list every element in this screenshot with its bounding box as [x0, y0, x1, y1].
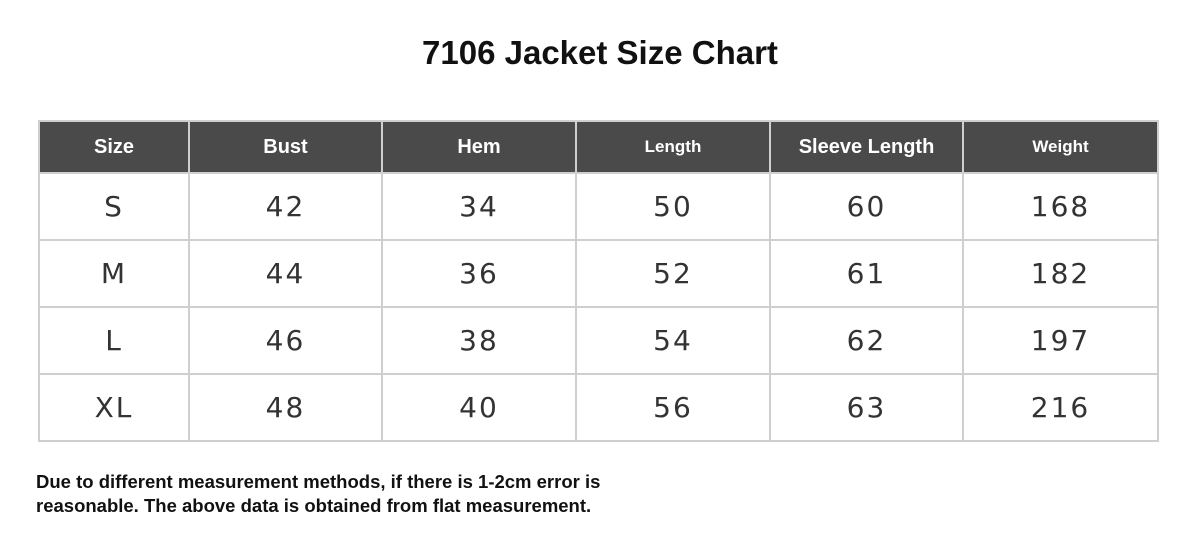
cell-weight: 168 — [962, 172, 1159, 241]
cell-hem: 38 — [381, 306, 577, 375]
table-row: L 46 38 54 62 197 — [38, 306, 1159, 375]
table-row: XL 48 40 56 63 216 — [38, 373, 1159, 442]
note-line-1: Due to different measurement methods, if… — [36, 471, 601, 492]
note-line-2: reasonable. The above data is obtained f… — [36, 495, 592, 516]
cell-sleeve-length: 61 — [769, 239, 964, 308]
cell-hem: 36 — [381, 239, 577, 308]
cell-hem: 34 — [381, 172, 577, 241]
column-header-weight: Weight — [962, 120, 1159, 174]
cell-size: L — [38, 306, 190, 375]
cell-bust: 48 — [188, 373, 383, 442]
cell-bust: 44 — [188, 239, 383, 308]
size-chart-table: Size Bust Hem Length Sleeve Length Weigh… — [38, 120, 1159, 442]
cell-length: 50 — [575, 172, 771, 241]
cell-length: 54 — [575, 306, 771, 375]
cell-length: 56 — [575, 373, 771, 442]
cell-sleeve-length: 62 — [769, 306, 964, 375]
cell-size: M — [38, 239, 190, 308]
cell-bust: 46 — [188, 306, 383, 375]
cell-length: 52 — [575, 239, 771, 308]
column-header-size: Size — [38, 120, 190, 174]
column-header-hem: Hem — [381, 120, 577, 174]
table-row: S 42 34 50 60 168 — [38, 172, 1159, 241]
cell-size: S — [38, 172, 190, 241]
cell-sleeve-length: 60 — [769, 172, 964, 241]
table-header-row: Size Bust Hem Length Sleeve Length Weigh… — [38, 120, 1159, 174]
cell-hem: 40 — [381, 373, 577, 442]
cell-weight: 197 — [962, 306, 1159, 375]
cell-size: XL — [38, 373, 190, 442]
column-header-sleeve-length: Sleeve Length — [769, 120, 964, 174]
cell-weight: 216 — [962, 373, 1159, 442]
measurement-note: Due to different measurement methods, if… — [36, 470, 600, 518]
column-header-length: Length — [575, 120, 771, 174]
cell-sleeve-length: 63 — [769, 373, 964, 442]
column-header-bust: Bust — [188, 120, 383, 174]
page-title: 7106 Jacket Size Chart — [422, 34, 778, 71]
cell-bust: 42 — [188, 172, 383, 241]
cell-weight: 182 — [962, 239, 1159, 308]
table-row: M 44 36 52 61 182 — [38, 239, 1159, 308]
